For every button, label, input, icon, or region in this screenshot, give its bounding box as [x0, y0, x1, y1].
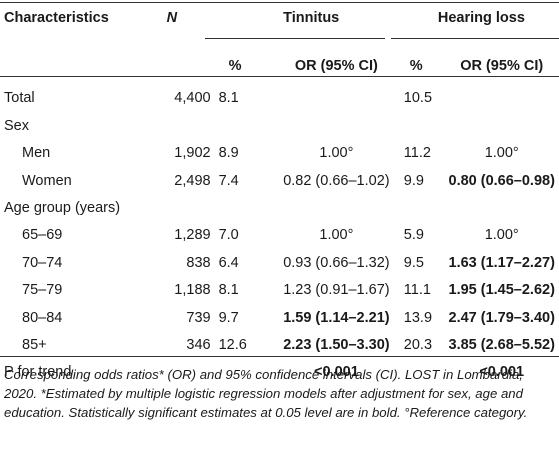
hearing-loss-group-rule	[391, 38, 559, 39]
row-n: 1,289	[174, 227, 211, 244]
header-row-subcolumns: % OR (95% CI) % OR (95% CI)	[0, 47, 559, 85]
row-n: 4,400	[174, 90, 211, 107]
row-label: 75–79	[22, 282, 63, 299]
header-tinnitus-pct: %	[228, 57, 242, 74]
tinnitus-group-rule	[205, 38, 385, 39]
table-row: 75–79 1,188 8.1 1.23 (0.91–1.67) 11.1 1.…	[0, 277, 559, 304]
row-n	[147, 195, 219, 222]
row-hearing-pct: 9.9	[403, 172, 424, 189]
row-tinnitus-pct: 7.0	[218, 227, 239, 244]
header-row-groups: Characteristics N Tinnitus Hearing loss	[0, 2, 559, 47]
row-label: Men	[22, 145, 51, 162]
row-hearing-pct: 9.5	[403, 254, 424, 271]
row-tinnitus-or	[269, 195, 404, 222]
row-tinnitus-pct	[219, 195, 269, 222]
header-hearing-loss: Hearing loss	[437, 10, 525, 26]
row-tinnitus-pct	[219, 112, 269, 139]
row-hearing-or: 2.47 (1.79–3.40)	[448, 309, 555, 326]
header-n-label: N	[166, 10, 178, 26]
row-tinnitus-or: 0.82 (0.66–1.02)	[283, 172, 390, 189]
row-label: 70–74	[22, 254, 63, 271]
header-bottom-rule	[0, 76, 559, 77]
row-label: 85+	[22, 336, 47, 353]
row-hearing-pct: 10.5	[403, 90, 433, 107]
row-tinnitus-or	[269, 112, 404, 139]
row-label: P for trend	[4, 364, 72, 381]
header-hearing-pct: %	[409, 57, 423, 74]
row-label: 65–69	[22, 227, 63, 244]
results-table: Characteristics N Tinnitus Hearing loss …	[0, 2, 559, 386]
row-n: 1,188	[174, 282, 211, 299]
table-row: Total 4,400 8.1 10.5	[0, 85, 559, 112]
table-row: 85+ 346 12.6 2.23 (1.50–3.30) 20.3 3.85 …	[0, 332, 559, 359]
table-row: Men 1,902 8.9 1.00° 11.2 1.00°	[0, 140, 559, 167]
row-hearing-pct	[404, 195, 445, 222]
top-rule	[0, 2, 559, 3]
row-tinnitus-or	[269, 85, 404, 112]
row-tinnitus-pct: 8.9	[218, 145, 239, 162]
table-row: Age group (years)	[0, 195, 559, 222]
table-row: 65–69 1,289 7.0 1.00° 5.9 1.00°	[0, 222, 559, 249]
table-row: 80–84 739 9.7 1.59 (1.14–2.21) 13.9 2.47…	[0, 304, 559, 331]
table-bottom-rule	[0, 356, 559, 357]
row-hearing-or	[444, 112, 559, 139]
row-tinnitus-or: <0.001	[314, 364, 359, 381]
table-row: Women 2,498 7.4 0.82 (0.66–1.02) 9.9 0.8…	[0, 167, 559, 194]
table-footnote: Corresponding odds ratios* (OR) and 95% …	[4, 367, 528, 420]
header-tinnitus-or: OR (95% CI)	[294, 57, 378, 74]
row-tinnitus-pct: 7.4	[218, 172, 239, 189]
row-hearing-or	[444, 85, 559, 112]
row-n: 838	[186, 254, 211, 271]
header-n: N	[147, 2, 219, 47]
row-label: Sex	[4, 117, 29, 134]
row-tinnitus-pct: 6.4	[218, 254, 239, 271]
header-characteristics: Characteristics	[4, 10, 109, 26]
row-hearing-or: 1.00°	[484, 227, 519, 244]
table-row: 70–74 838 6.4 0.93 (0.66–1.32) 9.5 1.63 …	[0, 249, 559, 276]
row-tinnitus-or: 1.23 (0.91–1.67)	[283, 282, 390, 299]
row-hearing-pct: 11.2	[403, 145, 431, 162]
row-hearing-or: 0.80 (0.66–0.98)	[448, 172, 555, 189]
row-hearing-pct	[404, 112, 445, 139]
row-label: Age group (years)	[4, 200, 121, 216]
row-tinnitus-pct: 12.6	[218, 336, 247, 353]
row-hearing-or: 1.00°	[484, 145, 519, 162]
row-n: 346	[186, 336, 211, 353]
row-tinnitus-or: 1.00°	[319, 227, 354, 244]
row-tinnitus-pct: 8.1	[218, 90, 239, 107]
row-hearing-or	[444, 195, 559, 222]
header-blank	[0, 47, 147, 85]
row-tinnitus-pct: 8.1	[218, 282, 239, 299]
row-hearing-or: <0.001	[479, 364, 525, 381]
header-hearing-or: OR (95% CI)	[460, 57, 544, 74]
row-label: Women	[22, 172, 72, 189]
row-n: 1,902	[174, 145, 211, 162]
row-hearing-pct: 13.9	[403, 309, 433, 326]
row-n: 2,498	[174, 172, 211, 189]
table-row: Sex	[0, 112, 559, 139]
row-n	[147, 112, 219, 139]
row-hearing-or: 1.95 (1.45–2.62)	[448, 282, 555, 299]
row-tinnitus-pct: 9.7	[218, 309, 239, 326]
row-hearing-pct: 20.3	[403, 336, 433, 353]
row-hearing-or: 3.85 (2.68–5.52)	[448, 336, 555, 353]
row-tinnitus-or: 1.59 (1.14–2.21)	[283, 309, 390, 326]
row-n: 739	[186, 309, 211, 326]
header-tinnitus: Tinnitus	[283, 10, 340, 26]
row-tinnitus-or: 1.00°	[319, 145, 354, 162]
row-tinnitus-or: 0.93 (0.66–1.32)	[283, 254, 390, 271]
table-row: P for trend <0.001 <0.001	[0, 359, 559, 386]
row-label: 80–84	[22, 309, 63, 326]
row-hearing-pct: 11.1	[403, 282, 431, 299]
row-hearing-pct: 5.9	[403, 227, 424, 244]
row-label: Total	[4, 90, 35, 107]
row-hearing-or: 1.63 (1.17–2.27)	[448, 254, 555, 271]
header-blank-n	[147, 47, 219, 85]
row-tinnitus-or: 2.23 (1.50–3.30)	[283, 336, 390, 353]
